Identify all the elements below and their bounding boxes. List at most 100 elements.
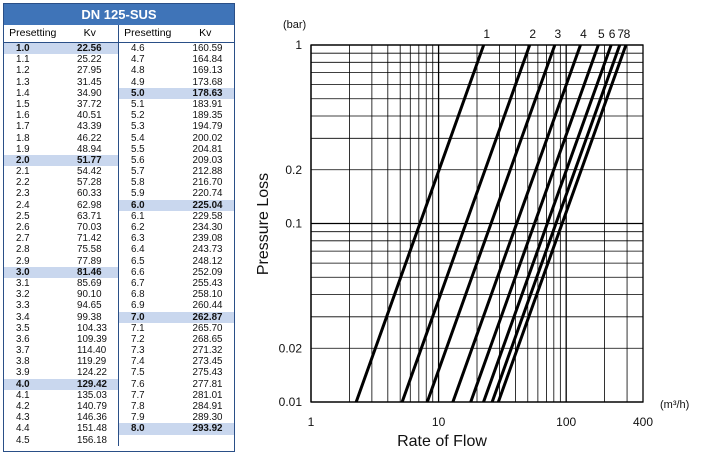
presetting-cell: 3.0 (16, 266, 30, 278)
presetting-cell: 8.0 (131, 423, 145, 435)
kv-cell: 63.71 (77, 210, 102, 222)
table-row: 1.6 40.51 (4, 110, 118, 121)
table-row: 1.3 31.45 (4, 77, 118, 88)
presetting-cell: 2.9 (16, 255, 30, 267)
table-row: 7.5 275.43 (119, 367, 234, 378)
presetting-cell: 2.7 (16, 233, 30, 245)
presetting-cell: 3.6 (16, 333, 30, 345)
series-line-8 (496, 44, 628, 403)
table-column-right: 4.6 160.59 4.7 164.84 4.8 169.13 4.9 173.68 5.0 1… (119, 43, 234, 446)
kv-cell: 34.90 (77, 87, 102, 99)
kv-cell: 178.63 (192, 87, 223, 99)
presetting-cell: 1.4 (16, 87, 30, 99)
table-row: 6.9 260.44 (119, 300, 234, 311)
kv-cell: 46.22 (77, 132, 102, 144)
presetting-cell: 4.3 (16, 412, 30, 424)
kv-cell: 71.42 (77, 233, 102, 245)
kv-cell: 200.02 (192, 132, 223, 144)
table-row: 7.8 284.91 (119, 401, 234, 412)
presetting-cell: 3.5 (16, 322, 30, 334)
presetting-cell: 2.1 (16, 166, 30, 178)
kv-cell: 169.13 (192, 65, 223, 77)
y-tick-label: 1 (295, 38, 302, 52)
kv-cell: 258.10 (192, 289, 223, 301)
presetting-cell: 5.5 (131, 143, 145, 155)
kv-cell: 220.74 (192, 188, 223, 200)
table-row: 5.0 178.63 (119, 87, 234, 99)
kv-cell: 140.79 (77, 401, 107, 412)
table-row: 6.2 234.30 (119, 222, 234, 233)
table-row: 1.7 43.39 (4, 121, 118, 132)
presetting-cell: 3.8 (16, 356, 30, 368)
x-tick-label: 10 (432, 415, 446, 429)
series-label-1: 1 (483, 27, 490, 41)
table-row: 7.9 289.30 (119, 412, 234, 423)
kv-cell: 248.12 (192, 255, 223, 267)
presetting-cell: 1.7 (16, 121, 30, 133)
series-label-5: 5 (598, 27, 605, 41)
kv-cell: 27.95 (77, 65, 102, 77)
presetting-cell: 3.4 (16, 311, 30, 323)
x-tick-label: 1 (308, 415, 315, 429)
y-tick-label: 0.1 (285, 217, 302, 231)
kv-cell: 275.43 (192, 367, 223, 379)
kv-cell: 271.32 (192, 345, 223, 357)
table-row: 2.8 75.58 (4, 244, 118, 255)
kv-cell: 62.98 (77, 199, 102, 211)
table-row: 4.0 129.42 (4, 378, 118, 390)
table-column-left: 1.0 22.56 1.1 25.22 1.2 27.95 1.3 31.45 1.4 34.90… (4, 43, 119, 446)
table-row: 2.3 60.33 (4, 188, 118, 199)
table-row: 6.7 255.43 (119, 278, 234, 289)
table-row: 5.2 189.35 (119, 110, 234, 121)
presetting-cell: 5.3 (131, 121, 145, 133)
presetting-cell: 7.8 (131, 401, 145, 412)
presetting-cell: 2.5 (16, 210, 30, 222)
table-row: 6.5 248.12 (119, 256, 234, 267)
kv-cell: 124.22 (77, 367, 107, 379)
pressure-loss-chart: 1 2 3 4 5 6 7 8 1 0.2 0.1 0.02 0.01 1 10 100 400 (bar) (m³… (255, 19, 689, 450)
table-header: Presetting Kv Presetting Kv (4, 25, 234, 43)
series-line-3 (425, 44, 557, 403)
series-line-4 (451, 44, 582, 403)
kv-cell: 209.03 (192, 154, 223, 166)
presetting-cell: 1.9 (16, 143, 30, 155)
kv-cell: 189.35 (192, 110, 223, 122)
table-row: 1.2 27.95 (4, 65, 118, 76)
kv-cell: 48.94 (77, 143, 102, 155)
presetting-cell: 4.0 (16, 378, 30, 390)
presetting-cell: 1.6 (16, 110, 30, 122)
kv-cell: 77.89 (77, 255, 102, 267)
series-label-6: 6 (609, 27, 616, 41)
x-tick-label: 400 (633, 415, 653, 429)
table-row: 4.6 160.59 (119, 43, 234, 54)
table-row: 6.6 252.09 (119, 267, 234, 278)
table-row: 5.8 216.70 (119, 177, 234, 188)
presetting-cell: 1.3 (16, 76, 30, 88)
kv-cell: 173.68 (192, 76, 223, 88)
kv-cell: 243.73 (192, 244, 223, 256)
presetting-cell: 5.7 (131, 166, 145, 178)
table-row: 1.0 22.56 (4, 43, 118, 55)
kv-cell: 90.10 (77, 289, 102, 301)
kv-cell: 284.91 (192, 401, 223, 412)
kv-cell: 234.30 (192, 222, 223, 233)
header-presetting-1: Presetting (9, 27, 57, 39)
presetting-cell: 1.8 (16, 132, 30, 144)
series-line-5 (469, 44, 600, 403)
header-kv-1: Kv (62, 25, 119, 42)
kv-cell: 99.38 (77, 311, 102, 323)
kv-cell: 51.77 (77, 154, 102, 166)
presetting-cell: 6.4 (131, 244, 145, 256)
presetting-cell: 2.0 (16, 154, 30, 166)
table-title: DN 125-SUS (4, 4, 234, 25)
table-row: 5.5 204.81 (119, 144, 234, 155)
kv-cell: 225.04 (192, 199, 223, 211)
table-row: 7.2 268.65 (119, 334, 234, 345)
presetting-cell: 4.8 (131, 65, 145, 77)
table-row: 7.3 271.32 (119, 345, 234, 356)
table-row: 2.6 70.03 (4, 222, 118, 233)
table-row: 3.1 85.69 (4, 278, 118, 289)
table-row: 7.7 281.01 (119, 390, 234, 401)
table-row: 6.3 239.08 (119, 233, 234, 244)
table-row: 2.4 62.98 (4, 200, 118, 211)
